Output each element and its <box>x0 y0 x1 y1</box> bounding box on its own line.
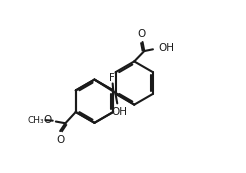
Text: O: O <box>44 115 52 125</box>
Text: O: O <box>56 135 64 145</box>
Text: O: O <box>138 29 146 39</box>
Text: F: F <box>109 73 115 83</box>
Text: OH: OH <box>111 107 127 117</box>
Text: OH: OH <box>158 43 174 53</box>
Text: CH₃: CH₃ <box>28 116 45 125</box>
